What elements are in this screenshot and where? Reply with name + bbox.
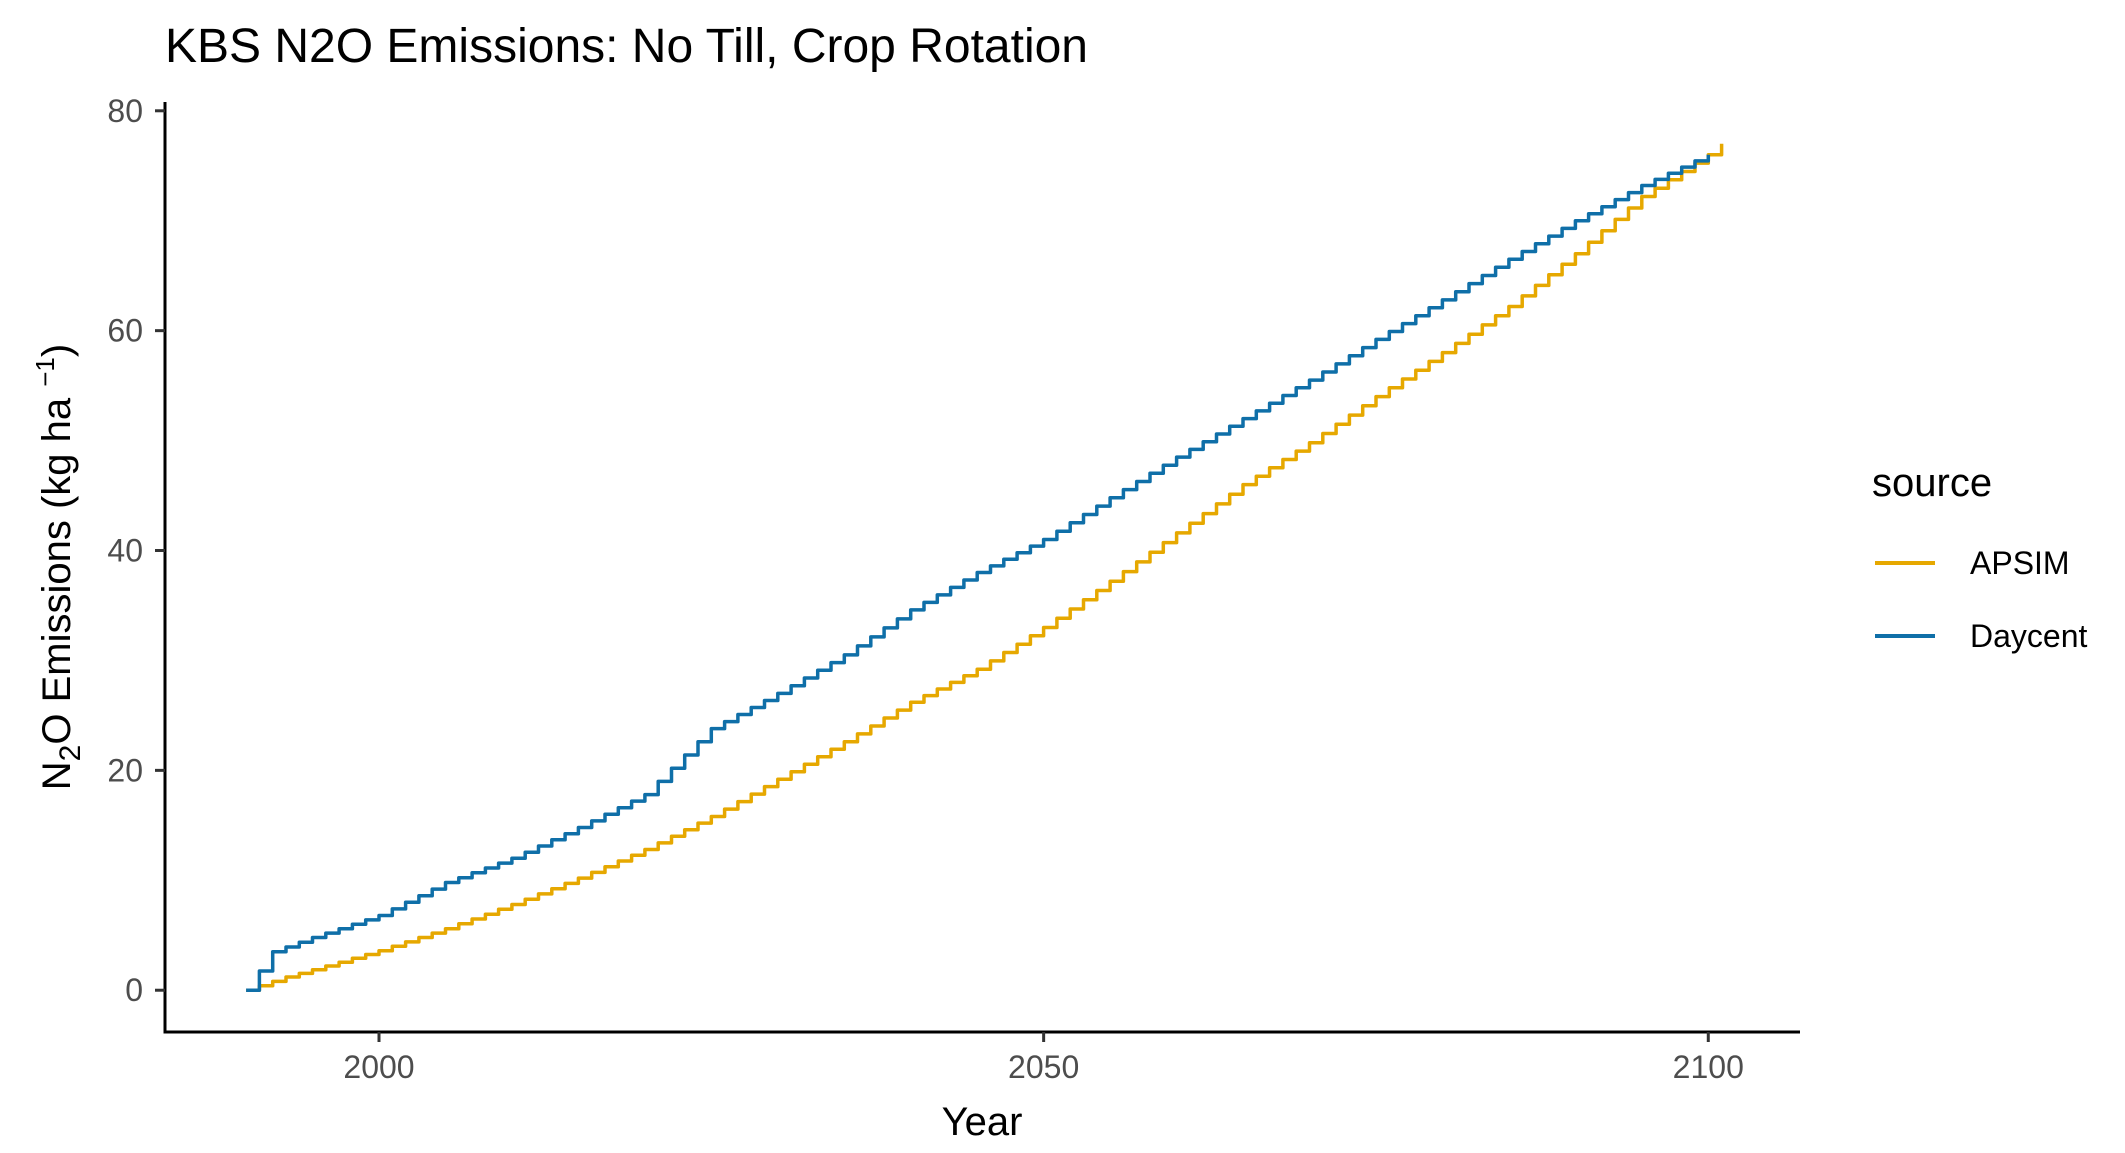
chart-title: KBS N2O Emissions: No Till, Crop Rotatio…	[165, 20, 1088, 73]
x-axis-title: Year	[942, 1100, 1023, 1144]
y-tick-label: 20	[107, 752, 143, 788]
series-line-daycent	[246, 154, 1711, 992]
x-tick-label: 2050	[1008, 1049, 1079, 1085]
x-axis-ticks: 2000 2050 2100	[343, 1032, 1744, 1085]
y-tick-label: 60	[107, 313, 143, 349]
legend-items: APSIM Daycent	[1875, 545, 2088, 654]
y-tick-label: 0	[125, 972, 143, 1008]
y-axis-title-middle: O Emissions (kg ha	[35, 387, 79, 745]
y-tick-label: 40	[107, 533, 143, 569]
x-tick-label: 2100	[1673, 1049, 1744, 1085]
y-axis-title: N2O Emissions (kg ha −1)	[30, 344, 87, 790]
y-axis-title-superscript: −1	[30, 357, 60, 387]
y-axis-title-suffix: )	[35, 344, 79, 357]
y-tick-label: 80	[107, 93, 143, 129]
plot-area	[246, 143, 1724, 992]
x-tick-label: 2000	[343, 1049, 414, 1085]
legend: source APSIM Daycent	[1872, 461, 2088, 654]
y-axis-title-subscript: 2	[54, 745, 87, 762]
y-axis-ticks: 0 20 40 60 80	[107, 93, 165, 1008]
series-line-apsim	[246, 143, 1724, 992]
legend-title: source	[1872, 461, 1992, 505]
y-axis-title-prefix: N	[35, 761, 79, 790]
legend-label-apsim: APSIM	[1970, 545, 2070, 581]
legend-label-daycent: Daycent	[1970, 618, 2088, 654]
